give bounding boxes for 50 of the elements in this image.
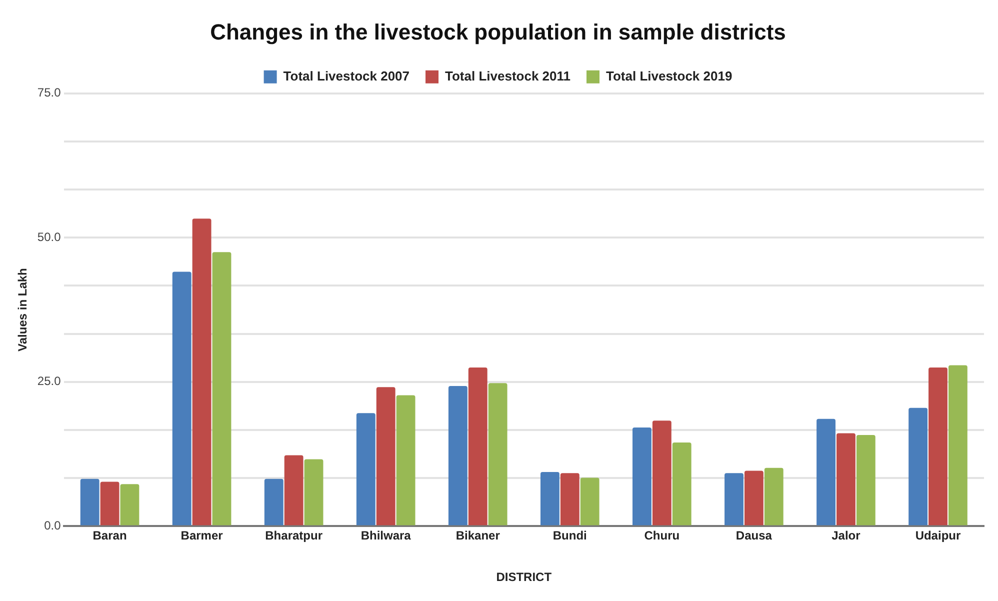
x-axis-title: DISTRICT (496, 570, 552, 584)
bar (264, 478, 284, 526)
bar (652, 420, 672, 526)
x-tick-label: Bundi (552, 528, 587, 543)
bar (468, 368, 488, 526)
bar (80, 478, 100, 526)
bar (632, 428, 652, 526)
bar (488, 383, 508, 526)
x-tick-label: Bharatpur (265, 528, 323, 543)
legend-label: Total Livestock 2011 (445, 68, 571, 84)
x-tick-label: Udaipur (915, 528, 961, 543)
bar (212, 252, 232, 526)
x-tick-label: Churu (644, 528, 680, 543)
bar (100, 482, 120, 526)
chart-title: Changes in the livestock population in sample districts (210, 19, 786, 44)
bar (172, 272, 192, 526)
bar (396, 395, 416, 526)
bar (928, 368, 948, 526)
bar (560, 473, 580, 526)
x-tick-label: Barmer (180, 528, 224, 543)
y-tick-label: 50.0 (37, 230, 62, 244)
bar (764, 468, 784, 526)
bar (304, 459, 324, 526)
bar (448, 386, 468, 526)
bar (356, 413, 376, 526)
bar (376, 387, 396, 526)
bar (672, 442, 692, 526)
x-tick-label: Dausa (736, 528, 772, 543)
y-tick-label: 0.0 (44, 518, 62, 533)
y-tick-label: 25.0 (37, 374, 62, 388)
y-axis-title: Values in Lakh (16, 268, 30, 352)
x-tick-label: Bikaner (456, 528, 500, 543)
y-tick-label: 75.0 (37, 86, 62, 100)
bar (540, 472, 560, 526)
x-tick-label: Jalor (832, 528, 861, 543)
bar (816, 418, 836, 526)
bar (580, 478, 600, 526)
x-tick-label: Baran (92, 528, 127, 543)
bar (856, 435, 876, 526)
legend-label: Total Livestock 2007 (283, 68, 410, 84)
bar (192, 218, 212, 526)
bar (908, 408, 928, 526)
x-tick-label: Bhilwara (360, 528, 412, 543)
legend-label: Total Livestock 2019 (606, 68, 732, 84)
bar (284, 455, 304, 526)
bar (744, 470, 764, 526)
bar (836, 433, 856, 526)
bar (120, 484, 140, 526)
bar (948, 365, 968, 526)
bar (724, 473, 744, 526)
